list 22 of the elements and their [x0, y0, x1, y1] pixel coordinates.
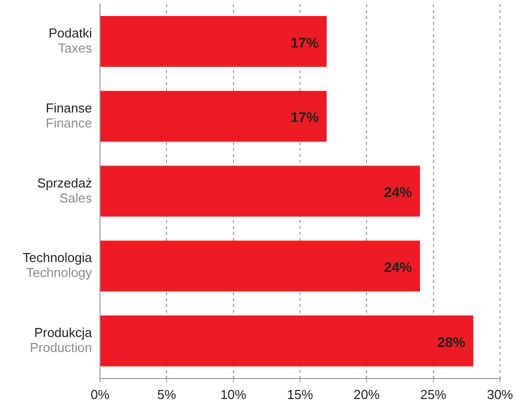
y-tick-label: Technologia Technology	[22, 250, 93, 280]
bar	[100, 316, 474, 366]
x-tick-label: 10%	[220, 386, 247, 402]
x-tick-label: 20%	[354, 386, 380, 402]
y-tick-label: Produkcja Production	[30, 325, 93, 356]
x-tick-label: 30%	[486, 386, 514, 402]
x-tick-label: 25%	[420, 386, 447, 402]
bar	[100, 16, 327, 67]
y-tick-label: Sprzedaż Sales	[37, 175, 92, 206]
data-label: 17%	[290, 109, 320, 126]
data-label: 17%	[290, 34, 320, 50]
x-tick-label: 0%	[90, 386, 110, 402]
data-label: 24%	[384, 184, 413, 200]
y-tick-label: Finanse Finance	[46, 100, 92, 130]
y-tick-label: Podatki Taxes	[48, 26, 92, 56]
data-label: 24%	[384, 258, 413, 275]
x-tick-label: 15%	[286, 386, 314, 402]
bar	[100, 90, 327, 142]
bar	[100, 240, 420, 292]
bar	[100, 166, 420, 217]
data-label: 28%	[437, 334, 466, 350]
x-tick-label: 5%	[157, 386, 176, 402]
